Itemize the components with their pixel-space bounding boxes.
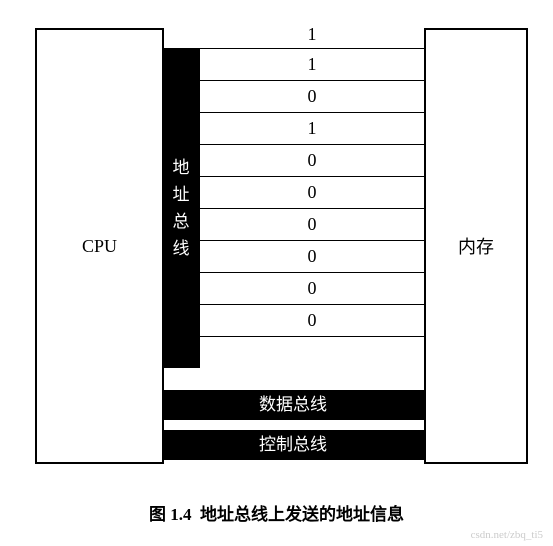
cpu-block: CPU xyxy=(35,28,164,464)
addr-bit: 0 xyxy=(200,81,424,113)
data-bus-label: 数据总线 xyxy=(259,395,327,414)
figure-caption: 图 1.4 地址总线上发送的地址信息 xyxy=(20,500,533,525)
bus-diagram: CPU 地 址 总 线 1 1 0 1 0 0 0 0 0 0 数据总线 控制总… xyxy=(20,20,533,470)
addr-bit: 0 xyxy=(200,241,424,273)
caption-text: 地址总线上发送的地址信息 xyxy=(200,505,404,524)
memory-label: 内存 xyxy=(458,233,494,259)
address-bus-label-box: 地 址 总 线 xyxy=(162,48,200,368)
addr-bit: 0 xyxy=(200,177,424,209)
memory-block: 内存 xyxy=(424,28,528,464)
addr-bit: 0 xyxy=(200,273,424,305)
control-bus-label: 控制总线 xyxy=(259,435,327,454)
addr-bit: 0 xyxy=(200,145,424,177)
addr-char-1: 址 xyxy=(173,181,190,208)
data-bus-bar: 数据总线 xyxy=(162,390,424,420)
addr-bit: 0 xyxy=(200,305,424,337)
address-lines: 1 1 0 1 0 0 0 0 0 0 xyxy=(200,28,424,337)
bus-area: 地 址 总 线 1 1 0 1 0 0 0 0 0 0 数据总线 控制总线 xyxy=(162,28,424,460)
cpu-label: CPU xyxy=(82,236,117,257)
watermark-text: csdn.net/zbq_ti5 xyxy=(471,529,543,541)
addr-bit: 1 xyxy=(200,49,424,81)
addr-bit: 1 xyxy=(200,113,424,145)
control-bus-bar: 控制总线 xyxy=(162,430,424,460)
caption-prefix: 图 1.4 xyxy=(149,505,192,524)
addr-char-3: 线 xyxy=(173,235,190,262)
addr-char-2: 总 xyxy=(173,208,190,235)
addr-bit: 0 xyxy=(200,209,424,241)
addr-char-0: 地 xyxy=(173,154,190,181)
addr-bit: 1 xyxy=(200,28,424,49)
